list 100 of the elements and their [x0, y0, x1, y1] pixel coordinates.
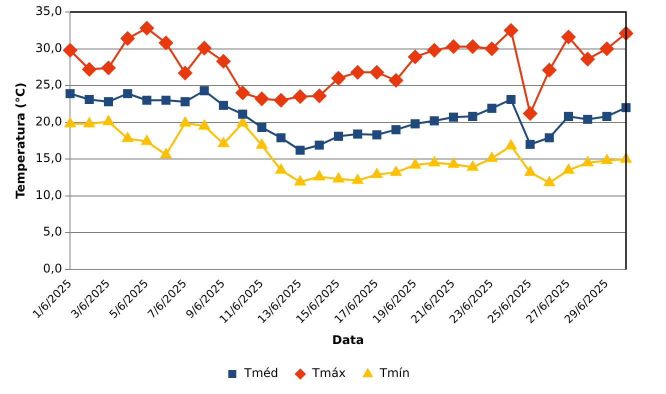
y-tick-label: 35,0 — [35, 4, 62, 18]
point — [448, 112, 458, 122]
point — [141, 135, 152, 145]
point — [428, 156, 440, 166]
point — [180, 117, 190, 127]
point — [180, 97, 190, 106]
point — [352, 174, 363, 184]
point — [544, 176, 555, 186]
point — [506, 94, 516, 104]
legend-label: Tmín — [378, 366, 410, 380]
point — [236, 86, 250, 100]
point — [487, 104, 496, 113]
point — [122, 132, 133, 142]
point — [466, 40, 480, 54]
point — [600, 42, 614, 56]
point — [523, 106, 538, 120]
point — [371, 168, 382, 178]
point — [542, 63, 556, 78]
x-axis-title: Data — [332, 332, 364, 347]
point — [294, 176, 306, 186]
point — [314, 170, 325, 180]
point — [506, 140, 516, 150]
point — [84, 94, 94, 104]
point — [370, 65, 384, 80]
point — [142, 96, 152, 105]
point — [427, 43, 442, 58]
point — [582, 156, 593, 166]
point — [160, 148, 172, 158]
point — [140, 21, 154, 36]
point — [583, 114, 592, 124]
legend-label: Tméd — [243, 366, 278, 380]
point — [66, 89, 75, 98]
point — [446, 40, 460, 54]
point — [218, 138, 229, 148]
point — [448, 158, 459, 168]
point — [372, 130, 382, 140]
y-tick-label: 30,0 — [35, 40, 62, 55]
point — [391, 125, 401, 134]
y-tick-label: 20,0 — [35, 114, 62, 128]
y-axis-title: Temperatura (°C) — [13, 82, 28, 199]
point — [256, 139, 268, 149]
point — [561, 30, 576, 44]
point — [82, 62, 96, 76]
point — [274, 93, 288, 108]
point — [350, 65, 365, 80]
point — [524, 166, 536, 176]
point — [563, 164, 574, 174]
point — [101, 60, 116, 75]
point — [254, 92, 269, 106]
point — [526, 140, 535, 149]
y-tick-label: 5,0 — [43, 224, 62, 239]
point — [237, 117, 248, 127]
legend-label: Tmáx — [311, 366, 346, 380]
point — [410, 119, 420, 128]
point — [486, 152, 498, 162]
point — [602, 154, 612, 164]
point — [467, 161, 478, 171]
point — [257, 122, 266, 132]
point — [161, 96, 170, 105]
point — [331, 71, 346, 86]
point — [216, 54, 230, 68]
point — [564, 112, 574, 121]
point — [333, 172, 344, 182]
point — [353, 130, 362, 139]
point — [408, 50, 422, 64]
point — [103, 116, 114, 126]
point — [276, 133, 286, 142]
point — [390, 166, 402, 176]
point — [296, 146, 305, 155]
y-tick-label: 10,0 — [35, 188, 62, 202]
point — [158, 36, 173, 50]
point — [312, 88, 326, 103]
y-tick-label: 0,0 — [43, 262, 62, 276]
point — [314, 140, 324, 150]
point — [544, 133, 554, 142]
point — [238, 110, 248, 119]
point — [123, 89, 132, 98]
y-tick-label: 25,0 — [35, 78, 62, 92]
point — [218, 100, 228, 110]
point — [63, 43, 78, 58]
point — [430, 116, 439, 126]
point — [580, 52, 595, 66]
point — [198, 120, 210, 130]
point — [84, 118, 95, 128]
point — [468, 112, 478, 121]
point — [334, 132, 344, 141]
point — [197, 41, 212, 56]
point — [410, 158, 420, 168]
point — [293, 90, 308, 104]
point — [602, 112, 612, 121]
y-tick-label: 15,0 — [35, 151, 62, 166]
point — [504, 23, 518, 38]
point — [388, 73, 403, 88]
point — [64, 118, 76, 128]
point — [104, 97, 113, 106]
point — [484, 42, 499, 56]
point — [276, 164, 286, 174]
point — [200, 86, 209, 96]
point — [120, 31, 135, 46]
point — [178, 66, 192, 80]
